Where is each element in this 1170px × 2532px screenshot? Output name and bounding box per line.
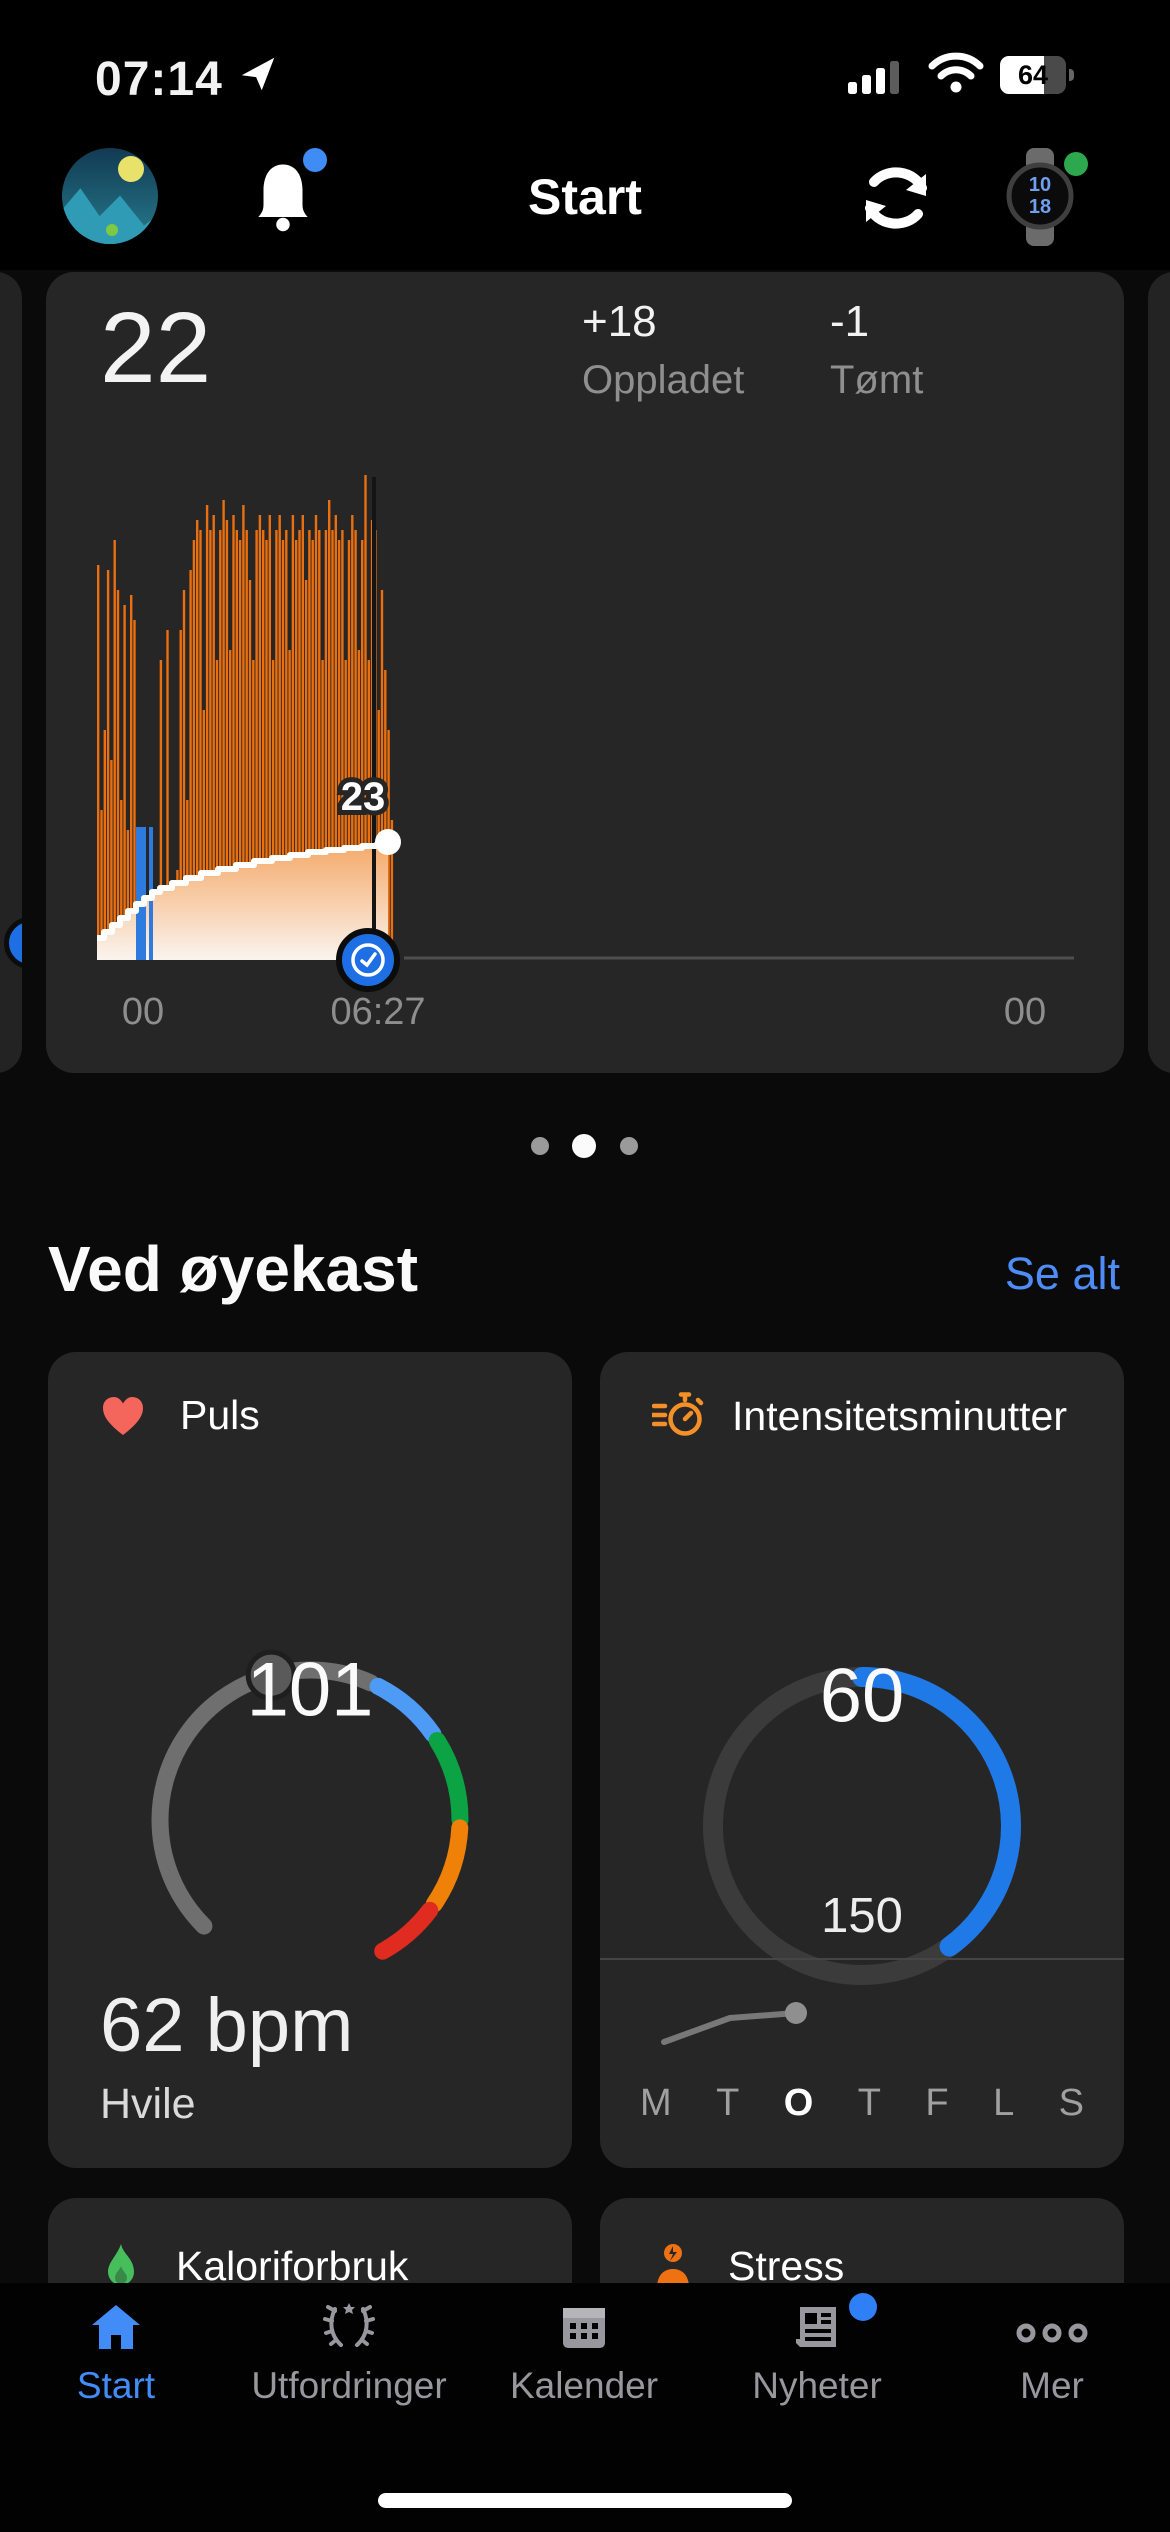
battery-line-dot	[375, 829, 401, 855]
body-battery-chart[interactable]: 23 00 06:27 00	[46, 272, 1124, 1073]
pulse-card-title: Puls	[180, 1392, 260, 1438]
sync-icon	[865, 167, 927, 229]
home-icon	[92, 2305, 140, 2349]
laurel-wreath-icon	[323, 2303, 375, 2347]
tab-start[interactable]: Start	[6, 2303, 226, 2407]
page-dot-1[interactable]	[531, 1137, 549, 1155]
status-time: 07:14	[95, 53, 223, 106]
weekday: T	[857, 2082, 881, 2124]
resting-hr-value: 62 bpm	[100, 1983, 354, 2068]
page-title: Start	[528, 169, 642, 225]
cellular-signal-icon	[848, 61, 899, 94]
axis-label-right: 00	[1004, 991, 1046, 1033]
stress-bars	[97, 475, 394, 960]
weekly-trend-chart	[661, 2002, 807, 2045]
cursor-value-label: 23	[341, 775, 386, 819]
calories-card-title: Kaloriforbruk	[176, 2242, 409, 2289]
charged-value: +18	[582, 297, 657, 346]
tab-challenges[interactable]: Utfordringer	[239, 2303, 459, 2407]
see-all-link[interactable]: Se alt	[1004, 1248, 1120, 1299]
battery-line	[97, 840, 391, 941]
watch-icon: 10 18	[1006, 148, 1074, 246]
device-connected-dot	[1064, 152, 1088, 176]
weekday-active: O	[783, 2082, 814, 2124]
location-arrow-icon	[241, 57, 275, 91]
tab-more[interactable]: Mer	[942, 2303, 1162, 2407]
stress-card-title: Stress	[728, 2242, 845, 2289]
pulse-card[interactable]: Puls 101 62 bpm Hvile	[48, 1352, 572, 2168]
pulse-value: 101	[246, 1647, 374, 1733]
drained-label: Tømt	[830, 358, 924, 402]
flame-icon	[108, 2244, 134, 2285]
carousel-card-previous[interactable]	[0, 272, 22, 1073]
heart-icon	[103, 1396, 143, 1435]
avatar-moon	[118, 156, 144, 182]
drained-value: -1	[830, 297, 870, 346]
weekday: S	[1058, 2082, 1084, 2124]
charged-label: Oppladet	[582, 358, 745, 402]
top-black-area: 07:14 64	[0, 0, 1170, 270]
intensity-card-title: Intensitetsminutter	[732, 1392, 1067, 1439]
axis-label-cursor: 06:27	[330, 991, 425, 1033]
wifi-icon	[928, 52, 984, 93]
tab-bar: Start Utfordringer	[0, 2283, 1170, 2532]
newspaper-icon	[796, 2307, 836, 2347]
calendar-icon	[563, 2308, 605, 2348]
battery-icon: 64	[1000, 56, 1074, 94]
notification-badge	[303, 148, 327, 172]
battery-area	[97, 842, 388, 960]
sync-button[interactable]	[850, 158, 942, 238]
intensity-card[interactable]: Intensitetsminutter 60 150 M T O T F L S	[600, 1352, 1124, 2168]
pulse-gauge	[151, 1649, 469, 1960]
weekday: F	[925, 2082, 949, 2124]
intensity-goal: 150	[821, 1889, 903, 1943]
section-title: Ved øyekast	[48, 1233, 418, 1305]
news-badge	[849, 2293, 877, 2321]
device-button[interactable]: 10 18	[1000, 148, 1090, 246]
intensity-ring	[703, 1667, 1021, 1985]
weekday: L	[993, 2082, 1015, 2124]
carousel-card-next[interactable]	[1148, 272, 1170, 1073]
card-divider	[600, 1958, 1124, 1960]
avatar[interactable]	[62, 148, 158, 244]
weekday: T	[716, 2082, 740, 2124]
body-battery-card[interactable]: 22 +18 Oppladet -1 Tømt 23 00	[46, 272, 1124, 1073]
axis-label-left: 00	[122, 991, 164, 1033]
page-dot-2-active[interactable]	[572, 1134, 596, 1158]
tab-news[interactable]: Nyheter	[707, 2293, 927, 2407]
tab-calendar[interactable]: Kalender	[474, 2303, 694, 2407]
resting-hr-label: Hvile	[100, 2080, 196, 2128]
notifications-button[interactable]	[248, 148, 338, 244]
bell-icon	[258, 164, 308, 232]
home-indicator[interactable]	[378, 2493, 792, 2508]
svg-text:18: 18	[1029, 196, 1051, 218]
previous-card-clock-marker	[4, 917, 22, 969]
weekday-row: M T O T F L S	[640, 2082, 1084, 2125]
stopwatch-icon	[652, 1392, 704, 1436]
page-dot-3[interactable]	[620, 1137, 638, 1155]
more-dots-icon	[1016, 2323, 1088, 2343]
clock-marker[interactable]	[336, 928, 400, 992]
body-battery-value: 22	[100, 292, 212, 404]
svg-text:10: 10	[1029, 174, 1051, 196]
weekday: M	[640, 2082, 672, 2124]
intensity-value: 60	[819, 1653, 905, 1739]
